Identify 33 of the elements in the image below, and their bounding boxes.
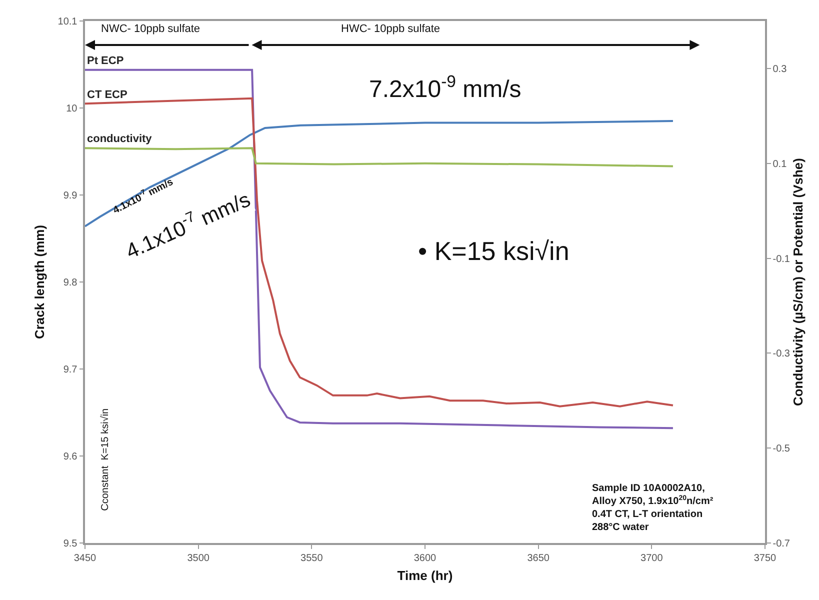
x-tick-label: 3700	[640, 552, 664, 564]
annotation: HWC- 10ppb sulfate	[341, 23, 440, 35]
series-label: conductivity	[87, 133, 153, 145]
y2-tick-label: -0.5	[772, 444, 790, 455]
annotation: 7.2x10$^{-9}$ mm/s	[369, 72, 522, 104]
x-tick-label: 3450	[74, 552, 97, 564]
y2-tick-label: -0.7	[772, 538, 790, 550]
y-tick-label: 9.7	[63, 364, 78, 376]
annotation: Sample ID 10A0002A10, Alloy X750, 1.9x10$^{20}$n/cm² 0.4T CT, L-T orientation 288°C water	[592, 483, 714, 533]
annotation: Cconstant K=15 ksi√in	[100, 408, 111, 511]
y2-tick-label: 0.3	[772, 64, 788, 75]
y-tick-label: 9.9	[63, 190, 78, 202]
x-tick-label: 3650	[527, 552, 550, 564]
y-axis-title: Crack length (mm)	[32, 224, 48, 340]
y2-tick-label: -0.3	[772, 348, 790, 360]
annotation: NWC- 10ppb sulfate	[101, 23, 200, 35]
y2-tick-label: -0.1	[772, 254, 790, 265]
y-tick-label: 9.6	[63, 452, 78, 462]
line-series	[85, 147, 674, 168]
series-label: CT ECP	[87, 89, 128, 101]
y-tick-label: 10	[66, 104, 78, 114]
x-tick-label: 3500	[187, 552, 210, 564]
x-tick-label: 3750	[754, 552, 777, 564]
series-label: Pt ECP	[87, 55, 124, 67]
y-tick-label: 10.1	[58, 16, 78, 28]
x-axis-title: Time (hr)	[397, 568, 453, 583]
y2-axis-title: Conductivity (µS/cm) or Potential (Vshe)	[790, 158, 806, 406]
x-tick-label: 3600	[414, 552, 437, 564]
annotation: • K=15 ksi√in	[418, 236, 570, 266]
y2-tick-label: 0.1	[772, 158, 788, 170]
y-tick-label: 9.5	[63, 538, 78, 550]
y-tick-label: 9.8	[63, 278, 78, 288]
x-tick-label: 3550	[300, 552, 324, 564]
